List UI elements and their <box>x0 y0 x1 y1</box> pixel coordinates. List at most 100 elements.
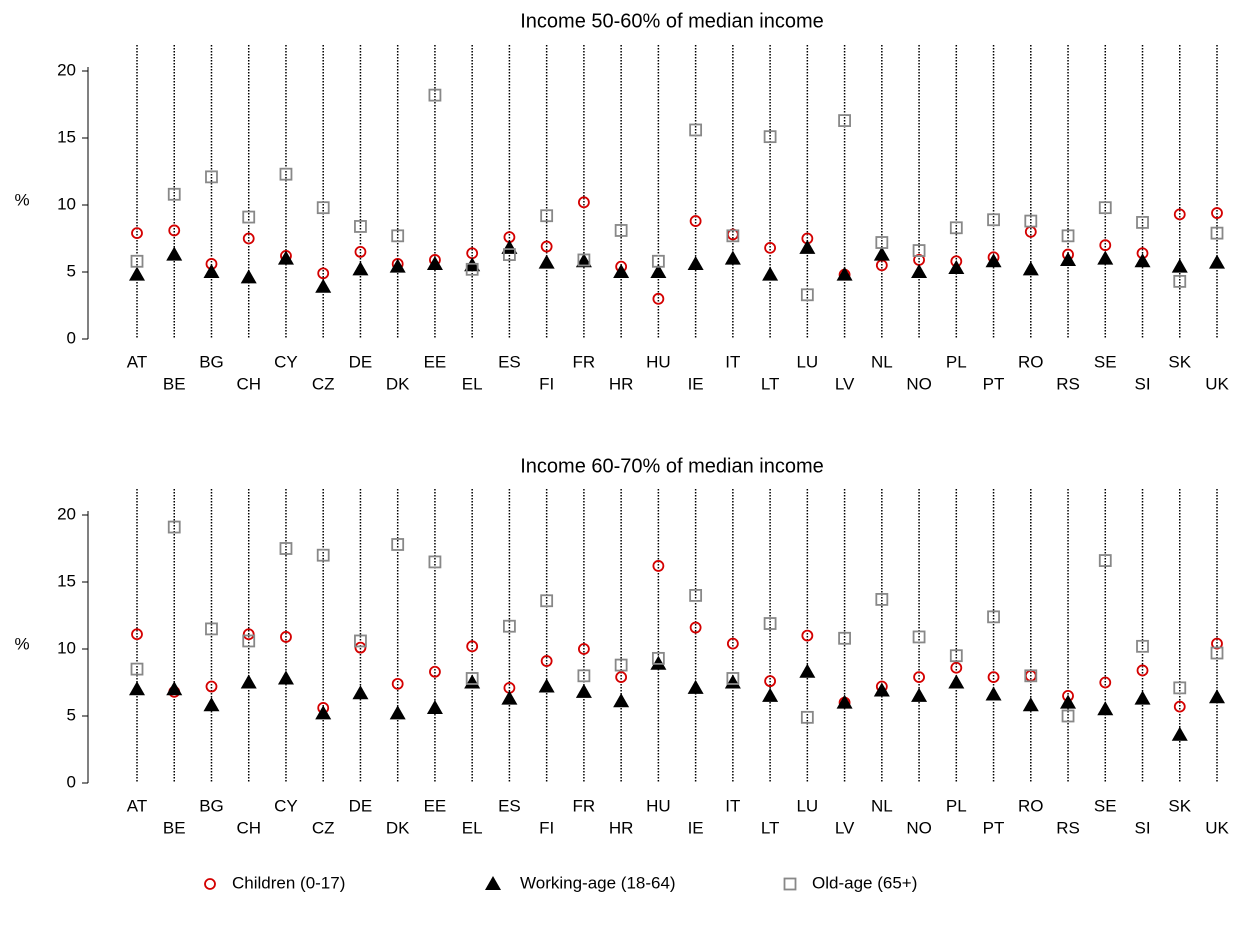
circle-marker <box>354 245 367 258</box>
square-marker <box>689 123 703 137</box>
marker-children <box>801 629 814 642</box>
x-tick-label: UK <box>1205 818 1229 837</box>
triangle-marker <box>1209 254 1225 269</box>
triangle-marker <box>352 261 369 276</box>
x-tick-label: EL <box>462 374 483 393</box>
square-marker <box>949 221 963 235</box>
square-marker <box>316 201 330 215</box>
triangle-marker <box>1097 250 1114 265</box>
marker-children <box>689 215 702 227</box>
marker-children <box>615 671 628 684</box>
square-marker <box>875 236 889 249</box>
x-tick-label: LT <box>761 818 780 837</box>
y-axis-label: % <box>14 634 29 653</box>
x-tick-label: CY <box>274 796 298 815</box>
square-marker <box>130 662 144 676</box>
square-marker <box>503 248 516 261</box>
square-marker <box>205 622 218 636</box>
triangle-marker <box>277 250 294 265</box>
circle-marker <box>242 232 255 245</box>
legend-symbol <box>485 876 501 890</box>
marker-children <box>540 655 553 667</box>
x-tick-label: HR <box>609 374 634 393</box>
square-marker <box>763 130 777 144</box>
x-tick-label: DE <box>349 352 373 371</box>
y-axis-label: % <box>14 190 29 209</box>
square-marker <box>838 631 851 645</box>
x-tick-label: PT <box>983 374 1005 393</box>
x-tick-label: RS <box>1056 374 1080 393</box>
circle-marker <box>1099 239 1112 252</box>
x-tick-label: EE <box>424 352 447 371</box>
marker-children <box>987 671 1000 684</box>
circle-marker <box>1173 208 1186 221</box>
x-tick-label: EL <box>462 818 483 837</box>
x-tick-label: RO <box>1018 796 1044 815</box>
triangle-marker <box>166 681 183 696</box>
marker-children <box>652 292 665 305</box>
square-marker <box>651 651 665 665</box>
x-tick-label: BG <box>199 796 224 815</box>
square-marker <box>651 254 665 268</box>
y-tick-label: 5 <box>67 705 76 724</box>
triangle-marker <box>799 239 816 254</box>
triangle-marker <box>426 255 443 270</box>
x-tick-label: CZ <box>312 374 335 393</box>
triangle-marker <box>575 683 592 698</box>
x-tick-label: IT <box>725 796 740 815</box>
marker-children <box>950 661 963 674</box>
square-marker <box>1136 216 1149 229</box>
circle-marker <box>913 671 925 684</box>
triangle-marker <box>240 269 257 284</box>
legend-label: Working-age (18-64) <box>520 873 676 892</box>
triangle-marker <box>724 674 741 689</box>
circle-marker <box>540 240 553 253</box>
x-tick-label: LV <box>835 818 855 837</box>
circle-marker <box>577 643 590 655</box>
square-marker <box>1136 639 1149 653</box>
square-marker <box>205 170 218 184</box>
y-tick-label: 15 <box>57 571 76 590</box>
x-tick-label: FI <box>539 374 554 393</box>
x-tick-label: PT <box>983 818 1005 837</box>
x-tick-label: IE <box>688 818 704 837</box>
triangle-marker <box>129 266 145 281</box>
circle-marker <box>726 637 739 650</box>
triangle-marker <box>538 678 555 693</box>
triangle-marker <box>426 699 443 714</box>
x-tick-label: SI <box>1134 818 1150 837</box>
legend-label: Old-age (65+) <box>812 873 917 892</box>
square-marker <box>577 669 591 683</box>
square-marker <box>763 617 777 630</box>
x-tick-label: HU <box>646 352 671 371</box>
triangle-marker <box>1022 261 1039 276</box>
triangle-marker <box>873 246 890 261</box>
marker-children <box>1211 637 1223 650</box>
x-tick-label: CZ <box>312 818 335 837</box>
square-marker <box>1210 226 1224 240</box>
marker-children <box>726 637 739 650</box>
marker-children <box>1099 676 1112 689</box>
square-marker <box>800 710 814 724</box>
x-tick-label: FI <box>539 818 554 837</box>
triangle-marker <box>911 264 928 278</box>
triangle-marker <box>724 250 741 265</box>
square-marker <box>391 229 405 243</box>
triangle-marker <box>762 687 779 702</box>
square-marker <box>912 244 926 257</box>
triangle-marker <box>948 674 965 689</box>
x-tick-label: BE <box>163 374 186 393</box>
circle-marker <box>540 655 553 667</box>
square-marker <box>1024 214 1038 228</box>
square-marker <box>987 610 1000 624</box>
x-tick-label: CY <box>274 352 298 371</box>
square-marker <box>540 594 554 608</box>
x-tick-label: AT <box>127 352 147 371</box>
x-tick-label: LU <box>796 352 818 371</box>
marker-children <box>131 628 143 641</box>
x-tick-label: SI <box>1134 374 1150 393</box>
marker-children <box>764 241 777 254</box>
square-marker <box>279 542 293 555</box>
y-tick-label: 10 <box>57 194 76 213</box>
y-tick-label: 10 <box>57 638 76 657</box>
